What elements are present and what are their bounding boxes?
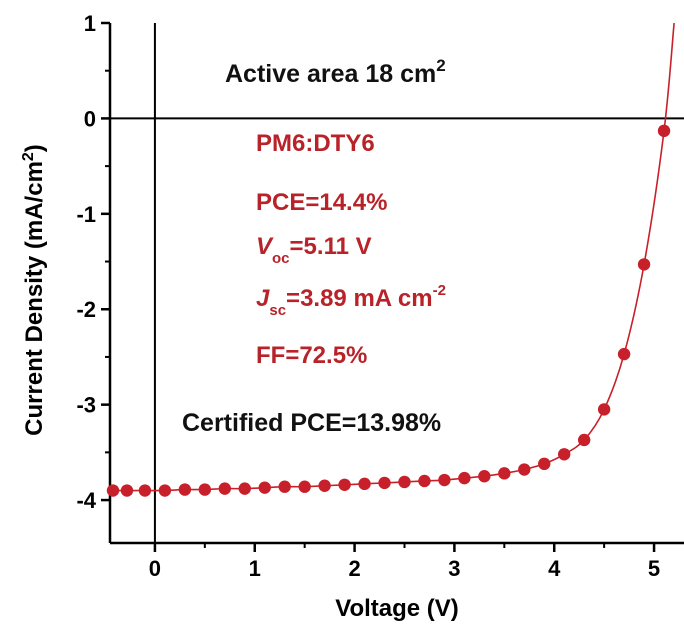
x-ticks: 0 1 2 3 4 5 <box>149 543 660 581</box>
data-point <box>657 124 671 138</box>
data-point <box>358 477 371 491</box>
data-point <box>538 457 551 471</box>
data-point <box>418 474 431 488</box>
y-tick-label: 1 <box>84 11 96 36</box>
y-ticks: 1 0 -1 -2 -3 -4 <box>76 11 110 513</box>
data-point <box>138 484 152 497</box>
data-point <box>637 258 651 271</box>
data-point <box>478 470 491 483</box>
data-point <box>617 347 631 361</box>
data-point <box>178 483 192 496</box>
data-point <box>278 480 291 493</box>
x-tick-label: 3 <box>448 556 460 581</box>
data-point <box>577 433 591 447</box>
y-tick-label: -4 <box>76 488 96 513</box>
x-axis-title: Voltage (V) <box>335 595 459 622</box>
y-tick-label: -3 <box>76 393 96 418</box>
jsc-label: Jsc=3.89 mA cm-2 <box>256 282 446 319</box>
data-point <box>120 484 134 497</box>
data-point <box>258 481 271 494</box>
active-area-label: Active area 18 cm2 <box>225 56 446 88</box>
x-tick-label: 0 <box>149 556 161 581</box>
y-tick-label: -2 <box>76 297 96 322</box>
data-point <box>597 403 611 416</box>
data-point <box>498 467 511 480</box>
data-point <box>338 478 351 491</box>
data-point <box>298 480 311 493</box>
data-point <box>198 483 212 496</box>
pce-label: PCE=14.4% <box>256 189 387 216</box>
material-label: PM6:DTY6 <box>256 130 375 157</box>
data-point <box>438 473 451 487</box>
y-axis-title: Current Density (mA/cm2) <box>20 144 48 436</box>
data-point <box>398 475 411 489</box>
x-tick-label: 5 <box>648 556 660 581</box>
data-point <box>558 448 571 461</box>
data-point <box>458 471 471 485</box>
data-point <box>158 484 172 497</box>
ff-label: FF=72.5% <box>256 342 367 369</box>
data-point <box>518 463 531 476</box>
x-tick-label: 2 <box>348 556 360 581</box>
data-point <box>218 482 231 495</box>
certified-pce-label: Certified PCE=13.98% <box>182 409 441 437</box>
y-tick-label: 0 <box>84 106 96 131</box>
y-tick-label: -1 <box>76 202 96 227</box>
data-point <box>378 476 391 490</box>
data-point <box>238 482 251 495</box>
x-tick-label: 1 <box>249 556 261 581</box>
x-tick-label: 4 <box>548 556 561 581</box>
data-point <box>318 479 331 492</box>
data-point <box>106 484 120 497</box>
voc-label: Voc=5.11 V <box>256 233 372 267</box>
data-points <box>106 124 671 497</box>
